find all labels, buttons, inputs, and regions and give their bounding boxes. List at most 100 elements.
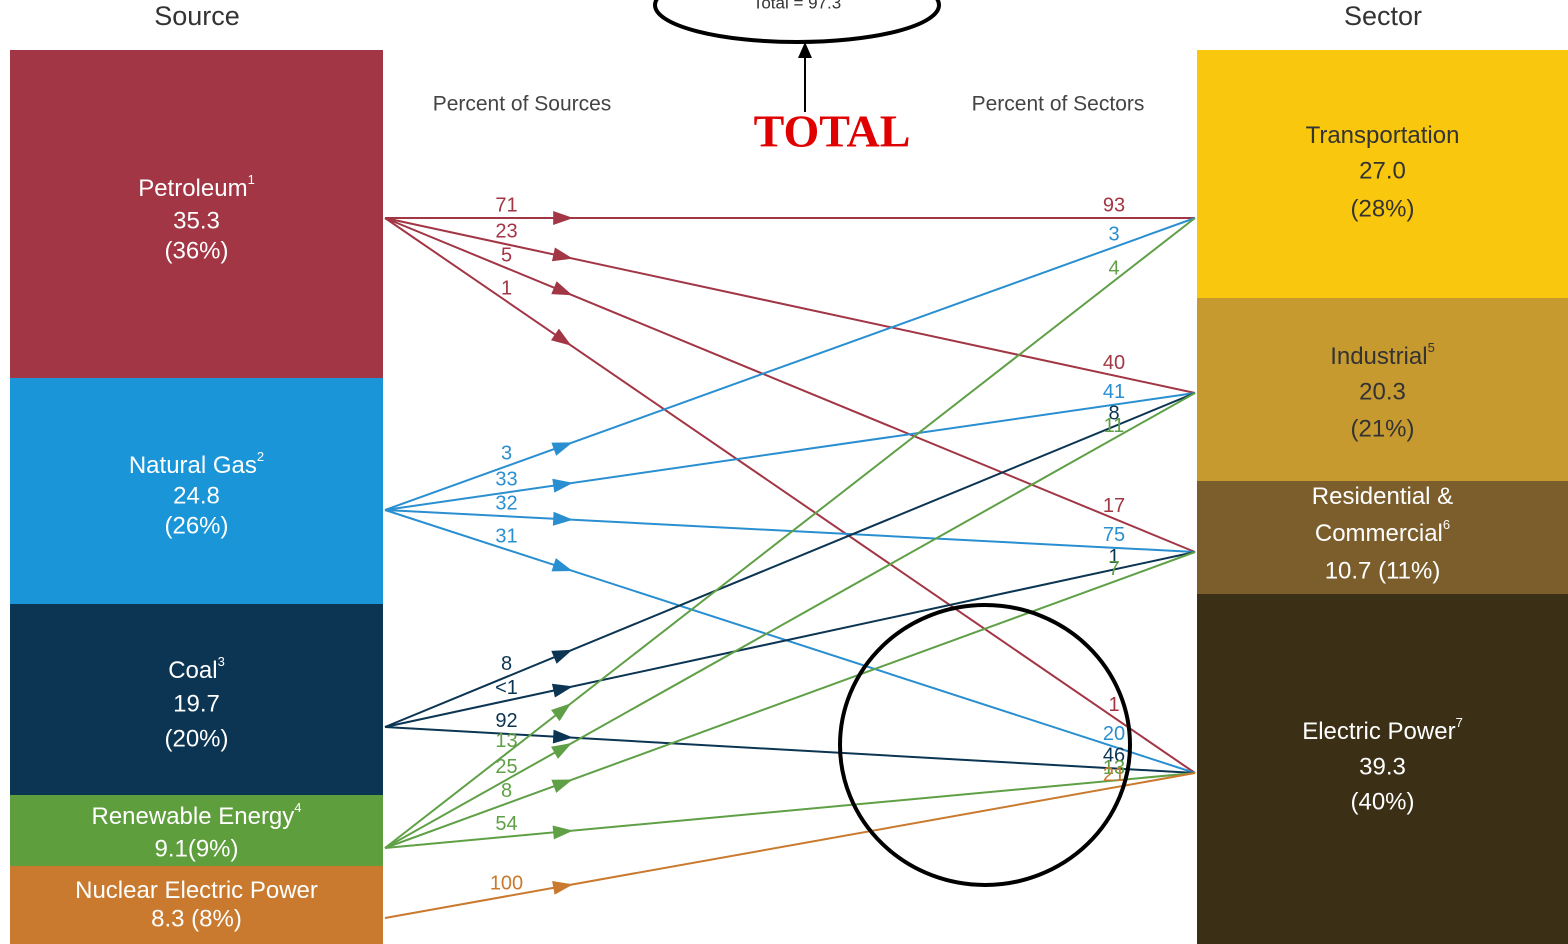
flow-arrow [551,247,573,262]
source-pct: 92 [495,710,517,732]
sector-box [1197,50,1568,298]
flow-arrow [551,743,572,759]
source-box [10,378,383,604]
box-name: Industrial5 [1330,340,1435,370]
box-value: 20.3 [1359,378,1406,405]
box-value: 10.7 (11%) [1325,557,1441,584]
percent-sources-header: Percent of Sources [433,93,612,116]
source-pct: 100 [490,873,523,895]
flow-line [384,772,1196,919]
sector-pct: 3 [1108,223,1119,245]
sector-pct: 46 [1103,745,1125,767]
flow-line [384,217,1196,511]
box-name: Commercial6 [1315,517,1450,547]
total-ellipse [653,0,941,44]
superscript: 2 [257,449,264,464]
superscript: 6 [1443,517,1450,532]
source-pct: <1 [495,677,518,699]
source-pct: 33 [495,469,517,491]
source-pct: 23 [495,221,517,243]
name-text: Natural Gas [129,452,257,479]
flow-line [384,392,1196,728]
sector-pct: 21 [1103,764,1125,786]
source-pct: 8 [501,780,512,802]
name-text: Transportation [1306,122,1460,149]
box-value: (36%) [164,237,228,264]
sector-pct: 11 [1104,415,1125,437]
flow-line [384,726,1196,774]
sector-box [1197,594,1568,944]
box-name: Natural Gas2 [129,449,264,479]
name-text: Coal [168,657,217,684]
source-pct: 13 [495,730,517,752]
source-pct: 32 [495,493,517,515]
total-box-text: Total = 97.3 [753,0,841,12]
flow-arrow [551,703,572,722]
flow-arrow [551,442,573,456]
source-pct: 71 [495,194,517,216]
flow-line [384,392,1196,849]
superscript: 1 [248,172,255,187]
flow-line [384,509,1196,774]
flow-arrow [553,211,574,225]
sector-box [1197,481,1568,594]
box-name: Nuclear Electric Power [75,877,318,904]
flow-arrow [550,328,572,346]
flow-line [384,217,1196,774]
flow-arrow [552,729,574,744]
flow-line [384,217,1196,553]
flow-line [384,551,1196,849]
box-value: (26%) [164,512,228,539]
source-pct: 8 [501,653,512,675]
box-value: (40%) [1350,788,1414,815]
source-box [10,866,383,944]
source-pct: 31 [495,526,517,548]
source-header: Source [154,1,240,31]
flow-arrow [551,281,573,296]
source-box [10,795,383,866]
total-label: TOTAL [754,106,911,157]
sector-pct: 1 [1108,694,1119,716]
superscript: 3 [218,654,225,669]
flow-arrow [552,511,574,526]
flow-arrow [551,779,573,793]
flow-arrow [552,478,574,493]
sector-pct: 20 [1103,723,1125,745]
sector-pct: 1 [1108,546,1119,568]
sector-pct: 13 [1103,757,1125,779]
box-value: 35.3 [173,207,220,234]
percent-sectors-header: Percent of Sectors [972,93,1145,116]
source-box [10,50,383,378]
source-box [10,604,383,795]
box-value: (21%) [1350,415,1414,442]
box-name: Renewable Energy4 [91,800,301,830]
sector-pct: 41 [1103,381,1125,403]
box-value: 39.3 [1359,753,1406,780]
box-name: Transportation [1306,122,1460,149]
box-value: 19.7 [173,690,220,717]
box-name: Petroleum1 [138,172,255,202]
source-pct: 54 [495,813,517,835]
box-value: 9.1(9%) [154,835,238,862]
name-text: Petroleum [138,175,247,202]
superscript: 5 [1428,340,1435,355]
source-pct: 5 [501,244,512,266]
sector-pct: 7 [1108,558,1119,580]
flow-arrow [552,825,574,840]
box-value: 24.8 [173,482,220,509]
name-text: Electric Power [1302,718,1455,745]
flow-line [384,509,1196,553]
sector-box [1197,298,1568,481]
total-arrow-head [798,42,812,58]
flow-arrow [552,880,574,895]
box-name: Coal3 [168,654,225,684]
sector-pct: 93 [1103,194,1125,216]
box-name: Electric Power7 [1302,715,1463,745]
source-pct: 25 [495,756,517,778]
sector-pct: 40 [1103,352,1125,374]
flow-line [384,217,1196,394]
flow-arrow [551,649,573,664]
flow-line [384,392,1196,511]
flow-arrow [551,558,573,572]
